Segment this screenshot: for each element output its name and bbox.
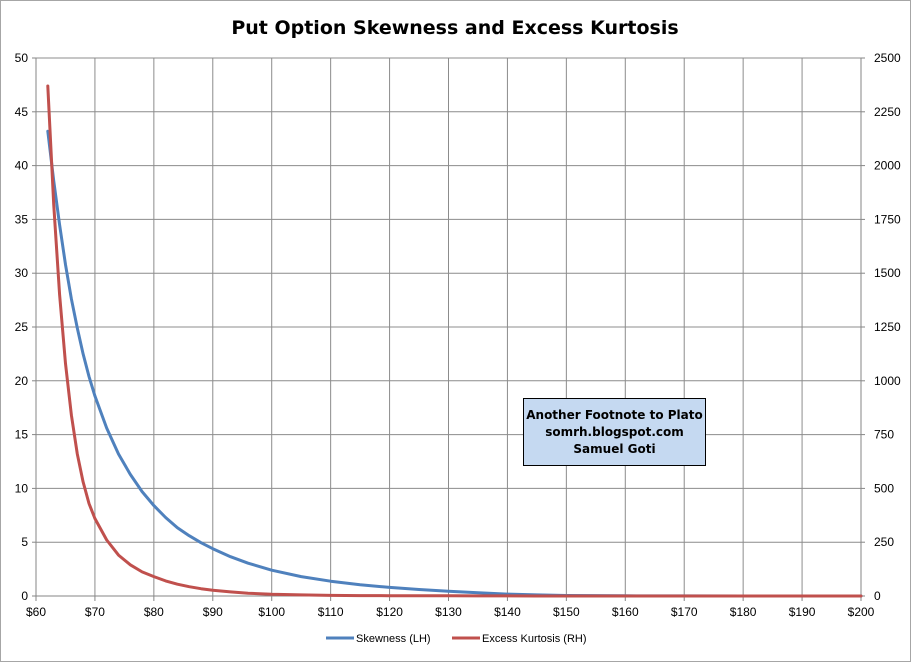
x-tick-label: $70: [85, 605, 105, 619]
legend-label: Excess Kurtosis (RH): [482, 633, 587, 645]
x-tick-label: $80: [144, 605, 164, 619]
y2-tick-label: 2000: [874, 159, 901, 173]
chart-title: Put Option Skewness and Excess Kurtosis: [231, 17, 678, 39]
x-tick-label: $60: [26, 605, 46, 619]
y2-tick-label: 1500: [874, 266, 901, 280]
y2-tick-label: 1000: [874, 374, 901, 388]
x-tick-label: $200: [848, 605, 875, 619]
grid: [35, 57, 862, 597]
y2-tick-label: 1750: [874, 212, 901, 226]
y-tick-label: 15: [15, 428, 29, 442]
y-tick-label: 30: [15, 266, 29, 280]
x-tick-label: $180: [730, 605, 757, 619]
y-tick-label: 45: [15, 105, 29, 119]
y2-tick-label: 750: [874, 428, 894, 442]
x-tick-label: $110: [318, 605, 344, 619]
series-line-excess-kurtosis: [46, 84, 863, 598]
x-tick-label: $160: [612, 605, 639, 619]
annotation-line-blog-name: Another Footnote to Plato: [526, 407, 703, 422]
y2-tick-label: 2500: [874, 51, 901, 65]
y-tick-label: 35: [15, 212, 29, 226]
x-tick-label: $100: [258, 605, 285, 619]
y2-tick-label: 0: [874, 589, 881, 603]
x-tick-label: $140: [494, 605, 521, 619]
x-tick-label: $130: [435, 605, 462, 619]
series-line-skewness: [46, 129, 863, 598]
y2-tick-label: 500: [874, 481, 894, 495]
annotation-line-url: somrh.blogspot.com: [545, 424, 684, 439]
y2-tick-label: 250: [874, 535, 894, 549]
x-tick-label: $90: [203, 605, 223, 619]
y2-tick-label: 1250: [874, 320, 901, 334]
y2-tick-label: 2250: [874, 105, 901, 119]
legend: Skewness (LH) Excess Kurtosis (RH): [326, 633, 587, 645]
legend-label: Skewness (LH): [356, 633, 431, 645]
x-tick-label: $150: [553, 605, 580, 619]
y-tick-label: 20: [15, 374, 29, 388]
y-tick-label: 5: [21, 535, 28, 549]
x-tick-label: $170: [671, 605, 698, 619]
x-tick-label: $190: [789, 605, 816, 619]
annotation-line-author: Samuel Goti: [573, 441, 656, 456]
annotation-box: Another Footnote to Plato somrh.blogspot…: [523, 398, 706, 466]
y-tick-label: 0: [21, 589, 28, 603]
series-lines: [46, 84, 863, 598]
y-tick-label: 25: [15, 320, 29, 334]
axes: 0 0 5 250 10 500 15 750 20 1000 25 1250 30 1500 35 1750…: [15, 51, 901, 619]
y-tick-label: 40: [15, 159, 29, 173]
x-tick-label: $120: [376, 605, 403, 619]
y-tick-label: 50: [15, 51, 29, 65]
y-tick-label: 10: [15, 481, 29, 495]
